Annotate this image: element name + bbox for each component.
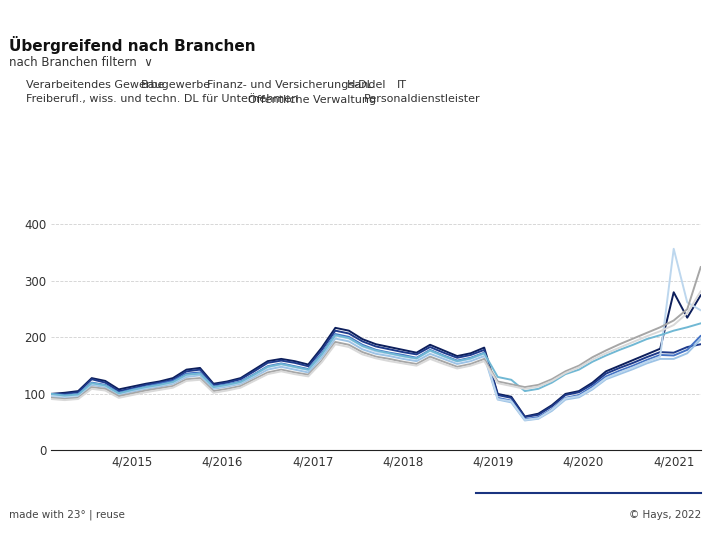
Text: Übergreifend nach Branchen: Übergreifend nach Branchen bbox=[9, 36, 256, 54]
Text: made with 23° | reuse: made with 23° | reuse bbox=[9, 509, 125, 520]
Text: Öffentliche Verwaltung: Öffentliche Verwaltung bbox=[248, 93, 376, 104]
Text: IT: IT bbox=[397, 80, 407, 90]
Text: HAYS-FACHKRÄFTE-INDEX DEUTSCHLAND: HAYS-FACHKRÄFTE-INDEX DEUTSCHLAND bbox=[9, 16, 383, 31]
Text: nach Branchen filtern  ∨: nach Branchen filtern ∨ bbox=[9, 56, 153, 69]
Text: Finanz- und Versicherungs-DL: Finanz- und Versicherungs-DL bbox=[207, 80, 373, 90]
Text: Personaldienstleister: Personaldienstleister bbox=[364, 94, 480, 103]
Text: © Hays, 2022: © Hays, 2022 bbox=[628, 510, 701, 520]
Text: Verarbeitendes Gewerbe: Verarbeitendes Gewerbe bbox=[26, 80, 164, 90]
Text: Freiberufl., wiss. und techn. DL für Unternehmen: Freiberufl., wiss. und techn. DL für Unt… bbox=[26, 94, 297, 103]
Text: Baugewerbe: Baugewerbe bbox=[141, 80, 211, 90]
Text: Handel: Handel bbox=[347, 80, 387, 90]
